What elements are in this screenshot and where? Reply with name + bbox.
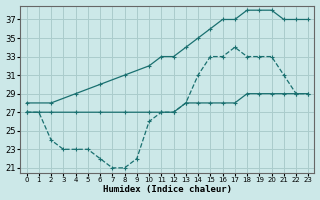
X-axis label: Humidex (Indice chaleur): Humidex (Indice chaleur): [103, 185, 232, 194]
